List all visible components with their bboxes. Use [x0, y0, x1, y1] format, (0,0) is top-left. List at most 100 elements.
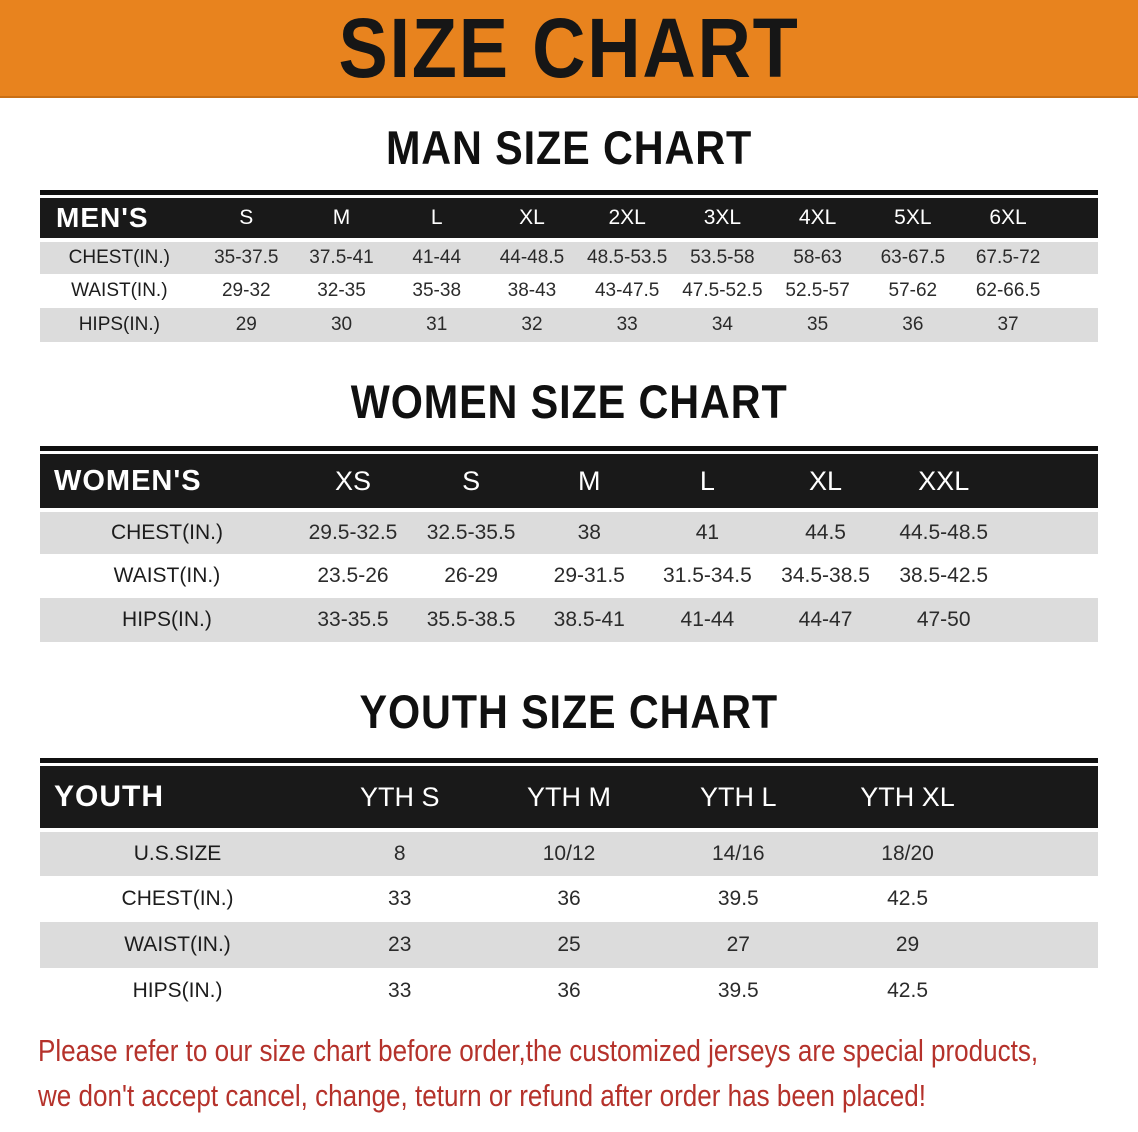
measurement-value: 36: [557, 979, 581, 1002]
size-column-header: L: [648, 454, 767, 512]
measurement-value: 34: [711, 314, 733, 335]
size-chart-banner: SIZE CHART: [0, 0, 1138, 98]
measurement-value: 47.5-52.5: [682, 280, 763, 301]
measurement-value: 35: [807, 314, 829, 335]
measurement-value: 35.5-38.5: [426, 608, 516, 631]
measurement-value: 41-44: [680, 608, 735, 631]
women-section-heading: WOMEN SIZE CHART: [0, 376, 1138, 428]
measurement-label: CHEST(IN.): [121, 887, 234, 910]
man-section-heading: MAN SIZE CHART: [0, 122, 1138, 174]
measurement-value: 29.5-32.5: [308, 521, 398, 544]
disclaimer: Please refer to our size chart before or…: [38, 1028, 1138, 1118]
measurement-value: 31: [426, 314, 448, 335]
measurement-value: 35-38: [412, 280, 462, 301]
measurement-value: 33: [616, 314, 638, 335]
size-column-header: 4XL: [770, 198, 866, 242]
banner-title: SIZE CHART: [338, 1, 800, 95]
size-column-header: M: [293, 198, 390, 242]
measurement-label: WAIST(IN.): [71, 280, 168, 301]
size-column-header: L: [389, 198, 485, 242]
measurement-label: WAIST(IN.): [113, 564, 221, 587]
measurement-label: HIPS(IN.): [122, 608, 212, 631]
measurement-value: 33: [388, 979, 412, 1002]
size-column-header: 6XL: [960, 198, 1056, 242]
size-column-header: XXL: [884, 454, 1003, 512]
measurement-label: HIPS(IN.): [132, 979, 223, 1002]
men-table-top-rule: [40, 190, 1098, 195]
size-column-header: M: [530, 454, 649, 512]
measurement-value: 42.5: [887, 979, 928, 1002]
size-header-row: WOMEN'S XS S M L XL XXL: [40, 454, 1098, 512]
measurement-value: 38: [577, 521, 601, 544]
measurement-value: 39.5: [717, 979, 759, 1002]
header-spacer-cell: [1002, 454, 1098, 512]
size-column-header: YTH XL: [822, 766, 993, 832]
size-column-header: 5XL: [865, 198, 961, 242]
measurement-value: 23.5-26: [317, 564, 389, 587]
man-heading-text: MAN SIZE CHART: [385, 121, 753, 174]
measurement-value: 37.5-41: [309, 247, 374, 268]
measurement-value: 25: [557, 933, 581, 956]
measurement-label: WAIST(IN.): [124, 933, 231, 956]
women-size-table-wrap: WOMEN'S XS S M L XL XXL CHEST(IN.) 29.5-32.5 32.5…: [40, 446, 1098, 642]
measurement-label: CHEST(IN.): [110, 521, 223, 544]
size-column-header: 2XL: [579, 198, 675, 242]
measurement-value: 38.5-41: [553, 608, 625, 631]
measurement-value: 47-50: [916, 608, 971, 631]
men-size-table-wrap: MEN'S S M L XL 2XL 3XL 4XL 5XL 6XL CHEST(IN.) 35-37…: [40, 190, 1098, 342]
row-spacer-cell: [1003, 510, 1098, 554]
measurement-row: HIPS(IN.) 33-35.5 35.5-38.5 38.5-41 41-44 44-…: [40, 598, 1098, 642]
measurement-value: 18/20: [881, 842, 934, 865]
measurement-value: 33: [388, 887, 412, 910]
women-heading-text: WOMEN SIZE CHART: [350, 375, 788, 428]
size-column-header: YTH S: [315, 766, 485, 832]
row-spacer-cell: [992, 968, 1098, 1014]
measurement-value: 29: [895, 933, 920, 956]
measurement-value: 31.5-34.5: [663, 564, 752, 587]
youth-heading-text: YOUTH SIZE CHART: [359, 685, 779, 738]
row-spacer-cell: [1056, 308, 1098, 342]
measurement-value: 44.5: [805, 521, 846, 544]
group-label: YOUTH: [40, 766, 316, 832]
measurement-value: 30: [330, 314, 353, 335]
measurement-value: 10/12: [542, 842, 596, 865]
measurement-value: 23: [388, 933, 412, 956]
row-spacer-cell: [1003, 554, 1098, 598]
measurement-row: HIPS(IN.) 29 30 31 32 33 34 35 36 37: [40, 308, 1098, 342]
measurement-row: HIPS(IN.) 33 36 39.5 42.5: [40, 968, 1098, 1014]
row-spacer-cell: [1003, 598, 1098, 642]
header-spacer-cell: [1055, 198, 1098, 242]
women-table-top-rule: [40, 446, 1098, 451]
measurement-value: 52.5-57: [785, 280, 850, 301]
measurement-value: 41-44: [412, 247, 462, 268]
measurement-value: 44.5-48.5: [899, 521, 989, 544]
measurement-value: 29: [235, 314, 257, 335]
measurement-value: 38.5-42.5: [899, 564, 989, 587]
size-column-header: YTH L: [653, 766, 823, 832]
row-spacer-cell: [992, 922, 1098, 968]
women-size-table: WOMEN'S XS S M L XL XXL CHEST(IN.) 29.5-32.5 32.5…: [40, 454, 1098, 642]
size-header-row: YOUTH YTH S YTH M YTH L YTH XL: [40, 766, 1098, 832]
measurement-row: WAIST(IN.) 23 25 27 29: [40, 922, 1098, 968]
size-column-header: S: [412, 454, 531, 512]
measurement-value: 32.5-35.5: [426, 521, 516, 544]
measurement-row: WAIST(IN.) 23.5-26 26-29 29-31.5 31.5-34.5 34…: [40, 554, 1098, 598]
measurement-value: 34.5-38.5: [781, 564, 870, 587]
measurement-value: 43-47.5: [594, 280, 660, 301]
disclaimer-line-1: Please refer to our size chart before or…: [38, 1033, 1039, 1068]
measurement-value: 48.5-53.5: [587, 247, 668, 268]
measurement-value: 58-63: [793, 247, 842, 268]
measurement-value: 32: [521, 314, 543, 335]
measurement-value: 29-32: [221, 280, 271, 301]
measurement-value: 35-37.5: [214, 247, 279, 268]
measurement-value: 26-29: [444, 564, 498, 587]
disclaimer-line-2: we don't accept cancel, change, teturn o…: [38, 1078, 927, 1113]
measurement-label: U.S.SIZE: [133, 842, 222, 865]
measurement-label: HIPS(IN.): [78, 314, 160, 335]
measurement-value: 41: [695, 521, 720, 544]
measurement-value: 38-43: [507, 280, 557, 301]
measurement-value: 44-47: [798, 608, 853, 631]
row-spacer-cell: [992, 830, 1098, 876]
measurement-value: 42.5: [887, 887, 928, 910]
size-column-header: XL: [484, 198, 580, 242]
